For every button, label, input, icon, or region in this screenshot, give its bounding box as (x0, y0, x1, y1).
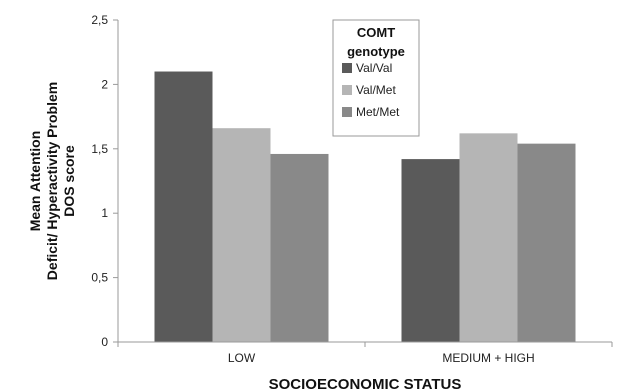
bar-met-met-low (270, 153, 329, 342)
bar-val-val-low (154, 71, 213, 343)
y-axis-title-line: Deficit/ Hyperactivity Problem (44, 82, 60, 280)
y-axis: 0 0,5 1 1,5 2 2,5 (91, 13, 119, 349)
y-tick-label: 2 (101, 77, 108, 91)
y-tick-label: 1,5 (91, 142, 108, 156)
legend-swatch (342, 63, 352, 73)
bar-val-met-low (212, 128, 271, 342)
legend-title-line: genotype (347, 44, 405, 59)
legend-entry-label: Val/Val (356, 61, 392, 75)
y-axis-title-line: Mean Attention (27, 131, 43, 232)
x-axis-title: SOCIOECONOMIC STATUS (269, 376, 462, 392)
legend-entry-label: Val/Met (356, 83, 396, 97)
y-tick-label: 0,5 (91, 271, 108, 285)
bar-val-met-medium-high (459, 133, 518, 342)
y-tick-label: 2,5 (91, 13, 108, 27)
legend-swatch (342, 107, 352, 117)
x-tick-label: LOW (228, 351, 256, 365)
legend-title-line: COMT (357, 25, 395, 40)
x-axis: LOW MEDIUM + HIGH (117, 341, 613, 365)
y-axis-title-line: DOS score (61, 145, 77, 217)
legend-swatch (342, 85, 352, 95)
y-tick-label: 1 (101, 206, 108, 220)
y-tick-label: 0 (101, 335, 108, 349)
bar-val-val-medium-high (401, 159, 460, 342)
legend-entry-label: Met/Met (356, 105, 400, 119)
x-tick-label: MEDIUM + HIGH (442, 351, 534, 365)
bar-met-met-medium-high (517, 143, 576, 342)
y-axis-title: Mean Attention Deficit/ Hyperactivity Pro… (27, 82, 77, 280)
bars (154, 71, 576, 343)
legend: COMT genotype Val/Val Val/Met Met/Met (332, 19, 420, 137)
